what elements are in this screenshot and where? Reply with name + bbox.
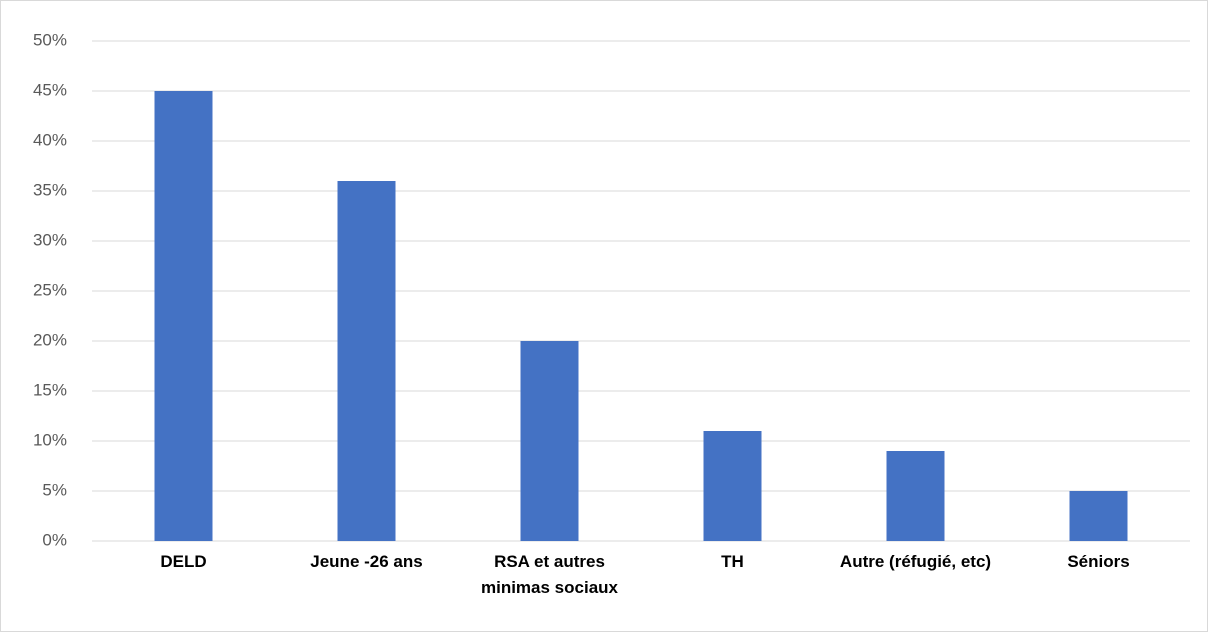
bar (337, 181, 396, 541)
y-tick-label: 10% (33, 430, 67, 449)
bar (703, 431, 762, 541)
y-tick-label: 20% (33, 330, 67, 349)
y-tick-label: 35% (33, 180, 67, 199)
y-tick-label: 15% (33, 380, 67, 399)
bar (154, 91, 213, 541)
x-tick-label: Autre (réfugié, etc) (839, 552, 992, 571)
y-tick-label: 5% (42, 480, 67, 499)
x-tick-label: Jeune -26 ans (310, 552, 423, 571)
bar (520, 341, 579, 541)
y-tick-label: 30% (33, 230, 67, 249)
y-tick-label: 45% (33, 80, 67, 99)
x-tick-label: Séniors (1067, 552, 1130, 571)
y-tick-label: 25% (33, 280, 67, 299)
x-tick-label: TH (721, 552, 744, 571)
y-tick-label: 50% (33, 30, 67, 49)
x-tick-label: RSA et autres minimas sociaux (480, 552, 618, 597)
y-tick-label: 40% (33, 130, 67, 149)
x-tick-label: DELD (160, 552, 207, 571)
bar (1069, 491, 1128, 541)
y-tick-label: 0% (42, 530, 67, 549)
bar (886, 451, 945, 541)
